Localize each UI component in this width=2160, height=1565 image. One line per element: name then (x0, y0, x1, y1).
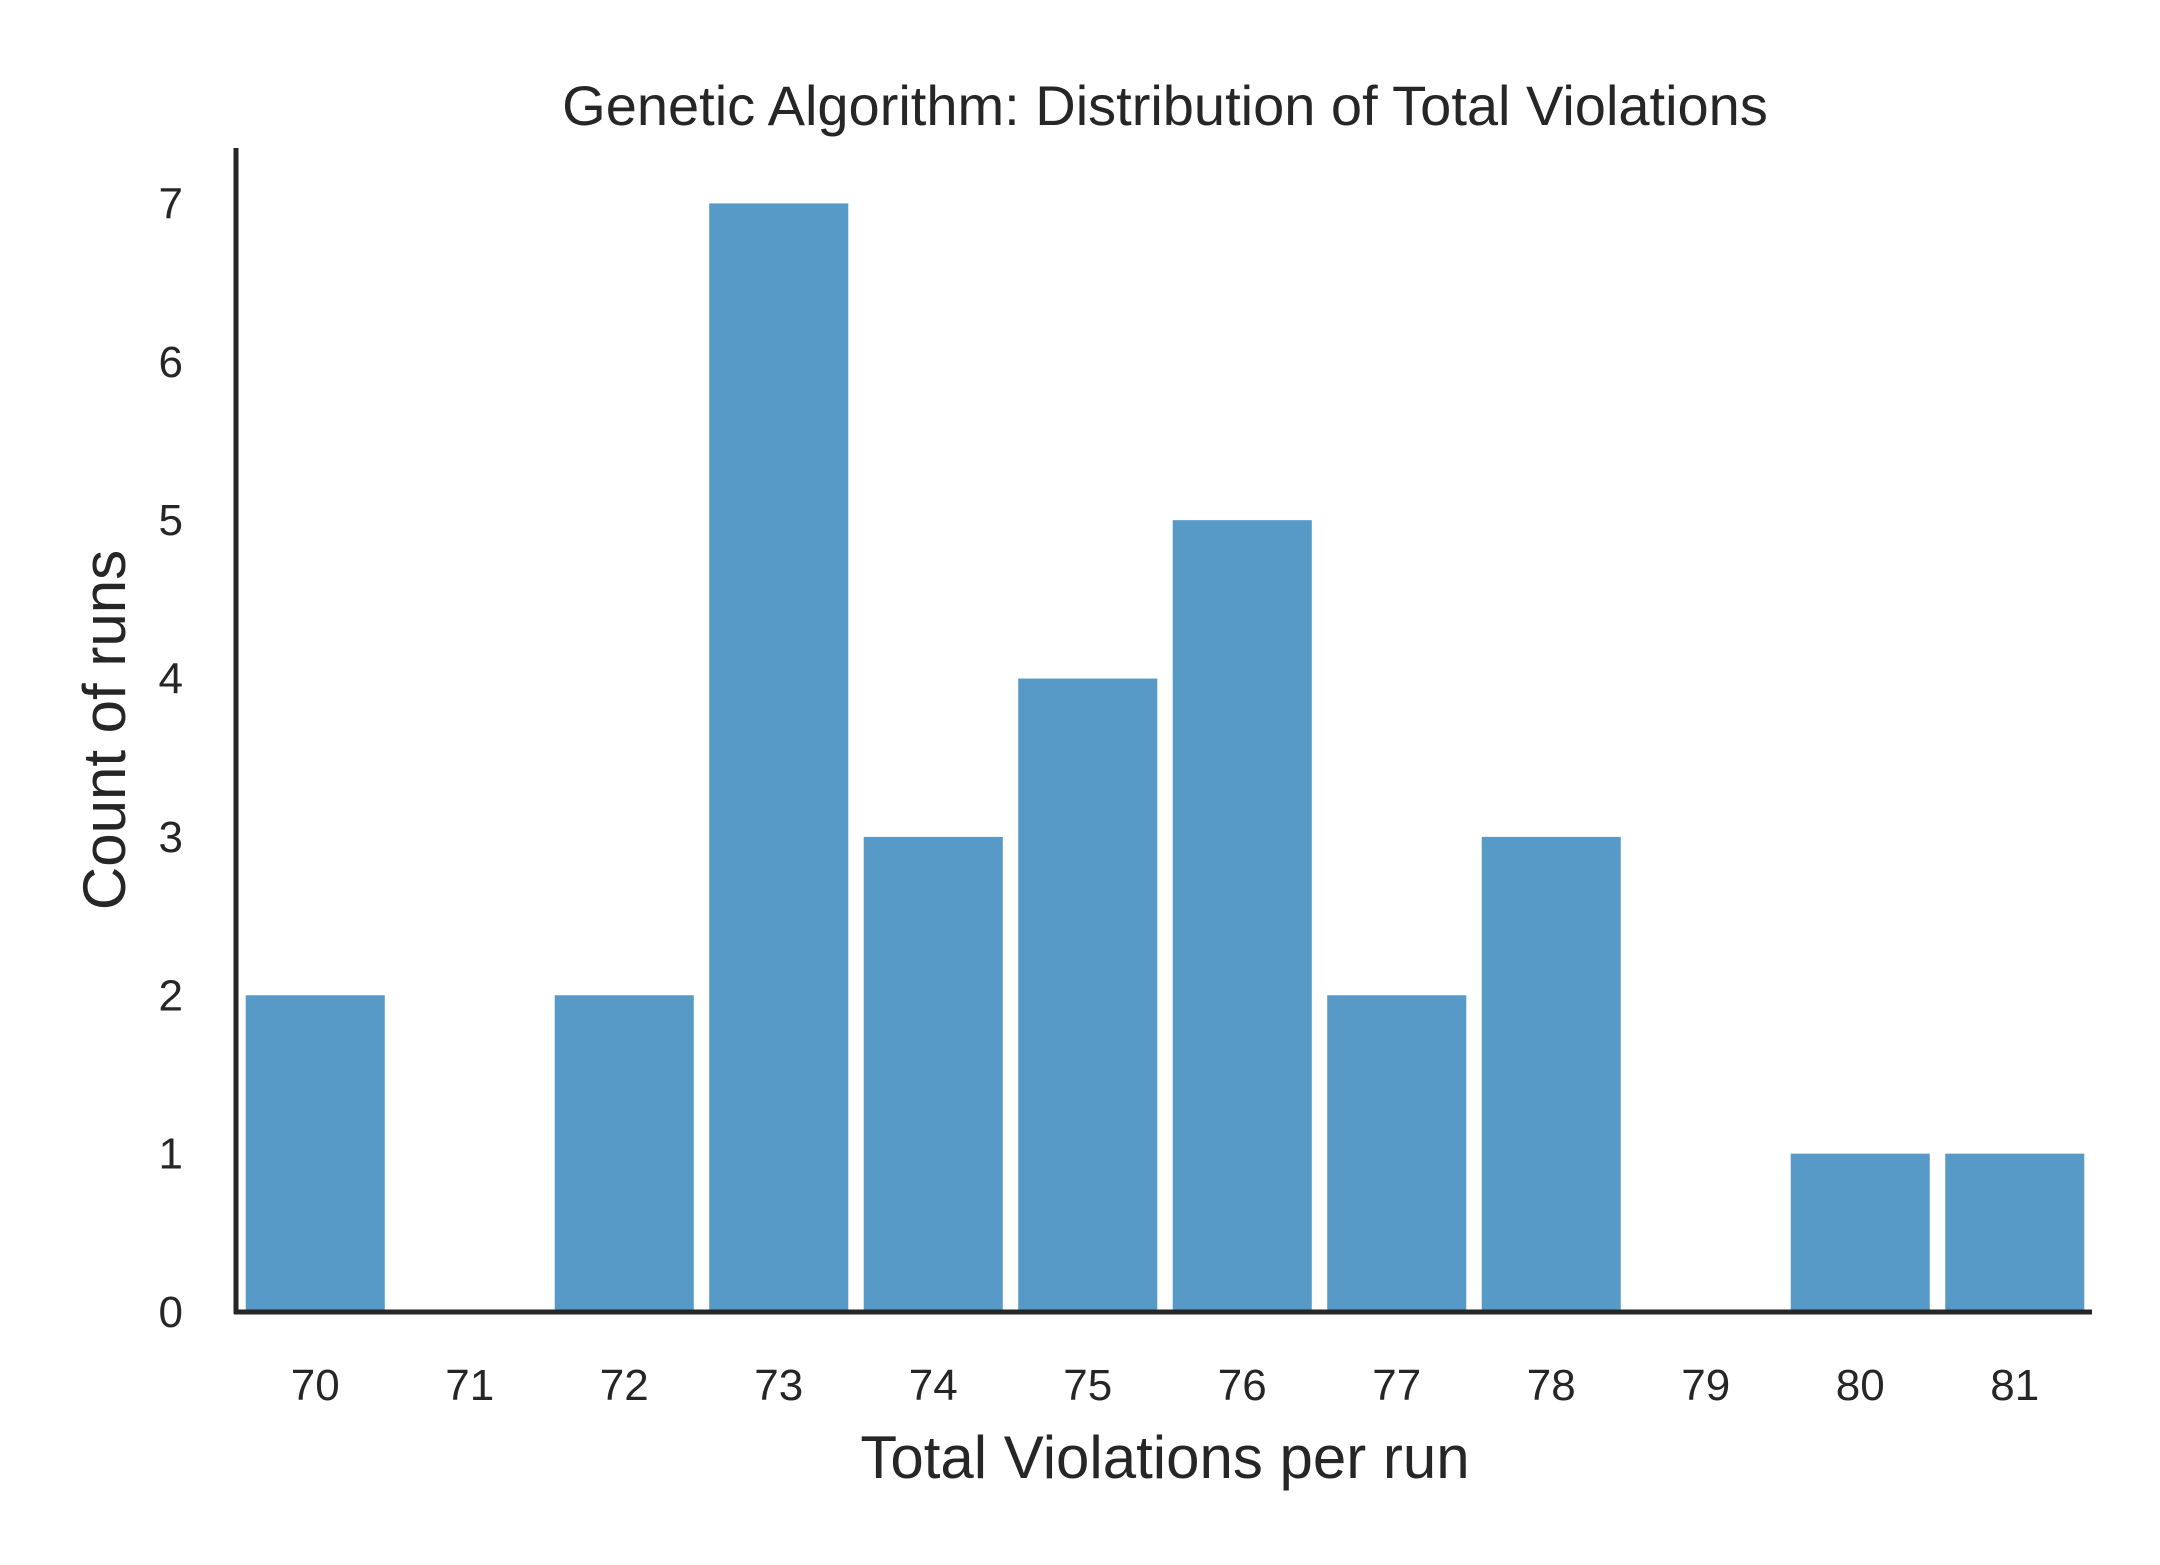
x-tick-label: 79 (1681, 1361, 1730, 1410)
x-axis-label: Total Violations per run (860, 1424, 1469, 1491)
x-tick-label: 75 (1063, 1361, 1112, 1410)
bar-81 (1945, 1153, 2085, 1312)
y-tick-label: 5 (159, 496, 183, 545)
x-tick-label: 78 (1527, 1361, 1576, 1410)
bar-78 (1481, 836, 1621, 1312)
bars-layer (245, 203, 2085, 1312)
x-tick-label: 76 (1218, 1361, 1267, 1410)
x-tick-label: 80 (1836, 1361, 1885, 1410)
y-tick-label: 3 (159, 813, 183, 862)
x-tick-label: 81 (1990, 1361, 2039, 1410)
bar-76 (1172, 520, 1312, 1312)
bar-72 (554, 995, 694, 1312)
chart-title: Genetic Algorithm: Distribution of Total… (562, 74, 1768, 137)
x-tick-label: 70 (291, 1361, 340, 1410)
y-tick-label: 2 (159, 971, 183, 1020)
x-tick-label: 74 (909, 1361, 958, 1410)
y-tick-label: 0 (159, 1288, 183, 1337)
x-tick-labels: 70 71 72 73 74 75 76 77 78 79 80 81 (291, 1361, 2039, 1410)
bar-70 (245, 995, 385, 1312)
y-axis-label: Count of runs (71, 550, 138, 910)
x-tick-label: 73 (754, 1361, 803, 1410)
y-tick-label: 4 (159, 655, 183, 704)
bar-73 (709, 203, 849, 1312)
bar-74 (863, 836, 1003, 1312)
y-tick-labels: 0 1 2 3 4 5 6 7 (159, 179, 183, 1337)
x-tick-label: 72 (600, 1361, 649, 1410)
y-tick-label: 6 (159, 338, 183, 387)
y-tick-label: 7 (159, 179, 183, 228)
x-tick-label: 71 (445, 1361, 494, 1410)
bar-75 (1018, 678, 1158, 1312)
y-tick-label: 1 (159, 1130, 183, 1179)
x-tick-label: 77 (1372, 1361, 1421, 1410)
bar-77 (1327, 995, 1467, 1312)
bar-80 (1790, 1153, 1930, 1312)
